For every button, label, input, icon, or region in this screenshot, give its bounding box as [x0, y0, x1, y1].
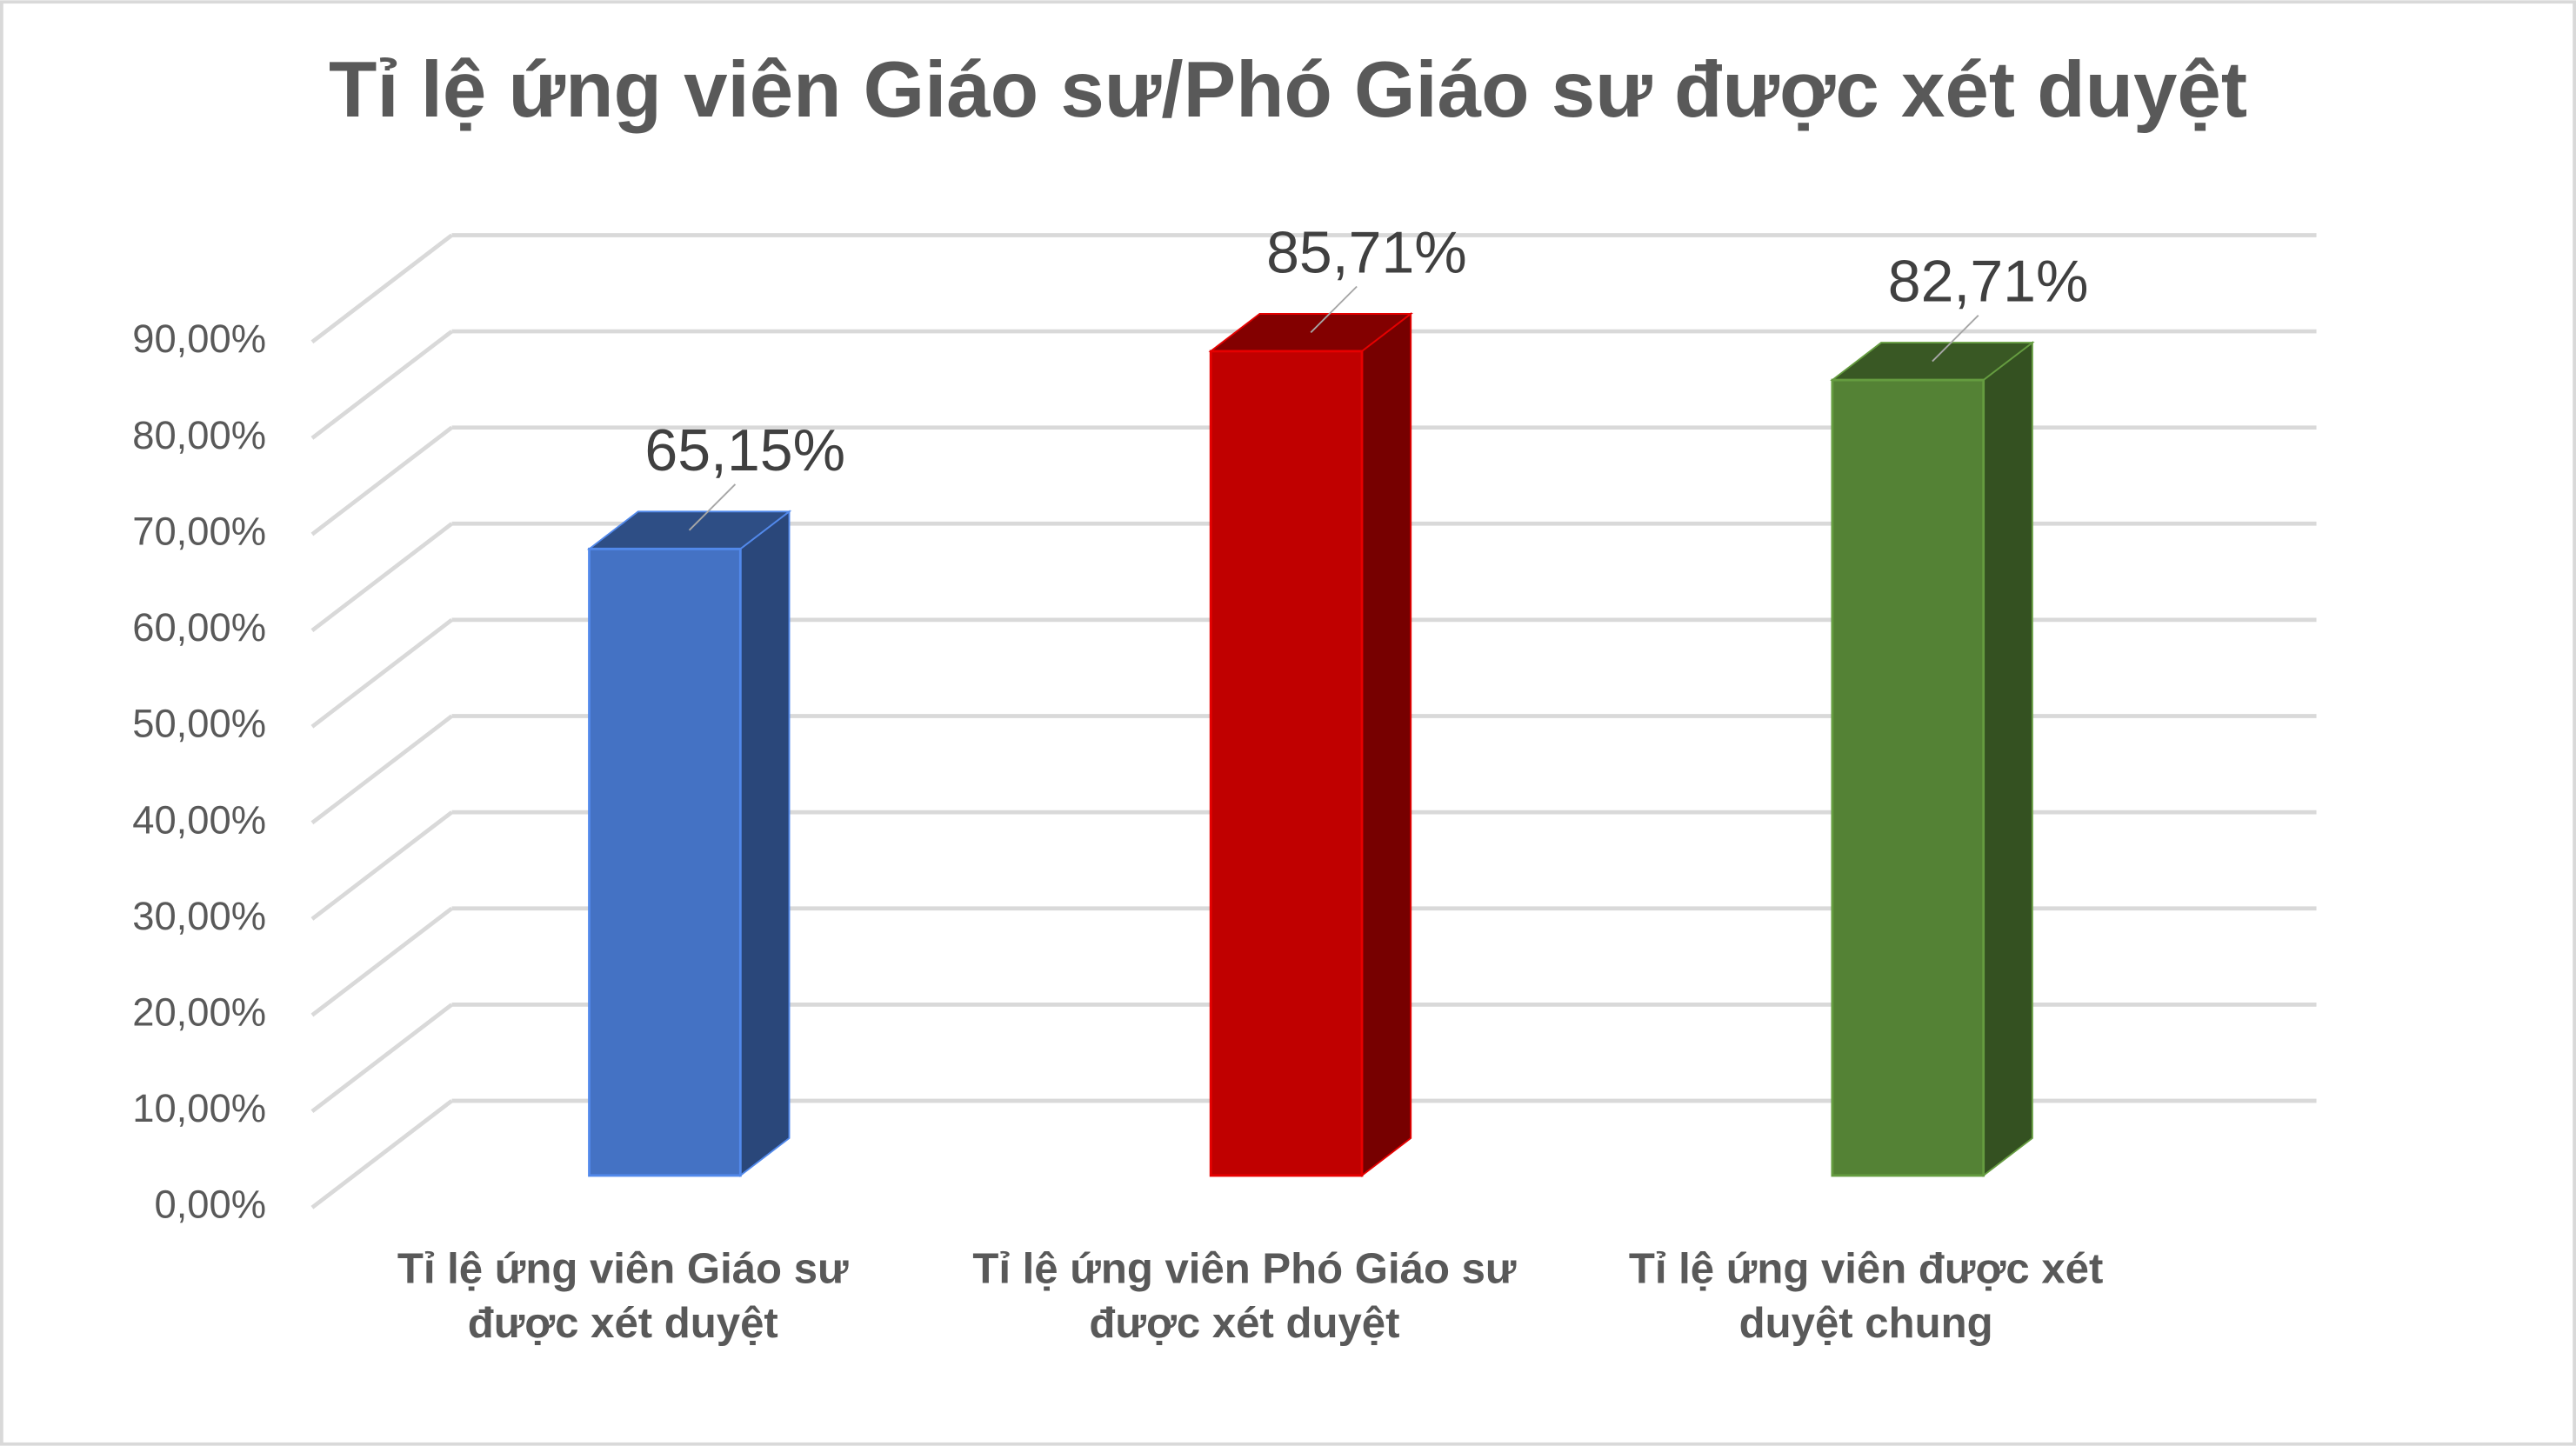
plot-area: 0,00% 10,00% 20,00% 30,00% 40,00% 50,00% 60,00… [132, 219, 2317, 1348]
y-tick-label: 20,00% [132, 990, 266, 1035]
grid-line [310, 810, 453, 921]
chart-title: Tỉ lệ ứng viên Giáo sư/Phó Giáo sư được … [329, 46, 2247, 134]
bar [1831, 378, 1985, 1177]
x-tick-label: Tỉ lệ ứng viên Giáo sư được xét duyệt [397, 1243, 849, 1348]
grid-line [310, 425, 453, 536]
grid-line [310, 233, 453, 344]
bar-side [1361, 311, 1412, 1177]
y-tick-label: 0,00% [154, 1183, 266, 1227]
x-tick-label: Tỉ lệ ứng viên được xét duyệt chung [1628, 1243, 2104, 1348]
leader-line [1932, 314, 1979, 363]
grid-line [310, 618, 453, 729]
grid-line [310, 522, 453, 632]
grid-line [310, 330, 453, 440]
y-tick-label: 70,00% [132, 509, 266, 553]
bar-side [1982, 341, 2033, 1177]
bar-side [739, 510, 791, 1177]
y-tick-label: 30,00% [132, 894, 266, 938]
x-tick-label-box: Tỉ lệ ứng viên Phó Giáo sư được xét duyệ… [972, 1243, 1517, 1348]
grid-line [310, 1003, 453, 1114]
x-tick-label: Tỉ lệ ứng viên Phó Giáo sư được xét duyệ… [972, 1243, 1517, 1348]
x-tick-label-box: Tỉ lệ ứng viên được xét duyệt chung [1628, 1243, 2104, 1348]
grid-line [310, 714, 453, 825]
x-tick-label-box: Tỉ lệ ứng viên Giáo sư được xét duyệt [397, 1243, 849, 1348]
y-tick-label: 10,00% [132, 1086, 266, 1130]
bar [1209, 350, 1364, 1177]
grid-line [310, 1099, 453, 1209]
bar [588, 547, 742, 1177]
leader-line [1310, 285, 1358, 334]
y-tick-label: 50,00% [132, 702, 266, 746]
y-tick-label: 80,00% [132, 413, 266, 457]
value-label: 65,15% [644, 417, 845, 483]
y-tick-label: 40,00% [132, 797, 266, 842]
value-label: 82,71% [1888, 249, 2089, 315]
leader-line [688, 483, 737, 531]
grid-line [310, 906, 453, 1017]
y-tick-label: 60,00% [132, 605, 266, 650]
value-label: 85,71% [1266, 219, 1467, 285]
y-tick-label: 90,00% [132, 317, 266, 361]
